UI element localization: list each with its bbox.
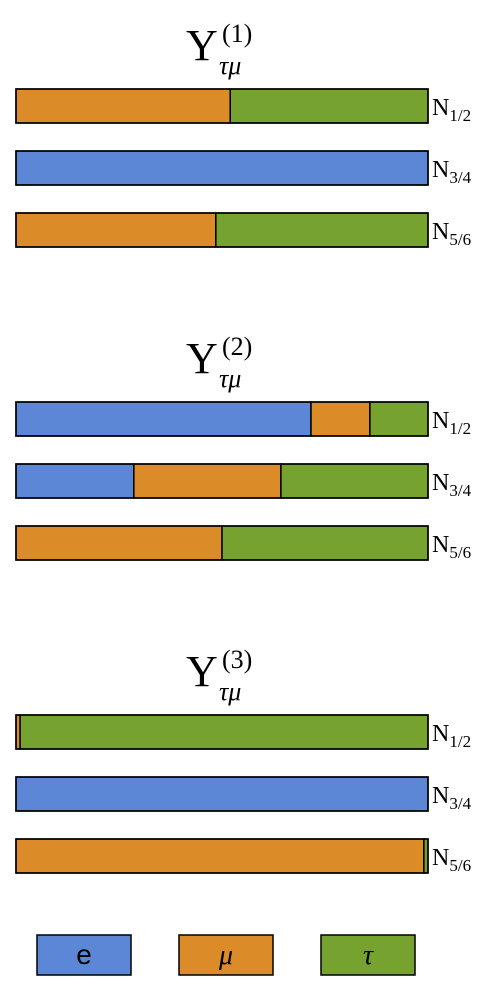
bar-segment [15, 838, 425, 874]
category-sub: 1/2 [449, 732, 471, 751]
category-sub: 3/4 [449, 168, 471, 187]
bar-segment [229, 88, 429, 124]
bar-segment [221, 525, 429, 561]
bar-segment [15, 150, 429, 186]
legend-label: μ [218, 940, 233, 971]
category-base: N [432, 219, 449, 245]
category-base: N [432, 532, 449, 558]
category-base: N [432, 783, 449, 809]
category-label: N3/4 [432, 157, 472, 187]
title-sub: τμ [219, 677, 241, 706]
category-sub: 3/4 [449, 481, 471, 500]
category-label: N3/4 [432, 783, 472, 813]
bar-segment [15, 88, 231, 124]
bar-frame [15, 150, 429, 186]
title-sub: τμ [219, 51, 241, 80]
title-sup: (2) [222, 332, 252, 361]
bar-segment [310, 401, 371, 437]
legend-label: τ [363, 940, 374, 971]
legend-label: e [76, 939, 92, 970]
legend-swatch [320, 934, 416, 976]
bar-frame [15, 525, 429, 561]
bar-segment [133, 463, 282, 499]
title-sup: (1) [222, 19, 252, 48]
category-label: N5/6 [432, 219, 471, 249]
category-sub: 3/4 [449, 794, 471, 813]
bar-frame [15, 88, 429, 124]
bar-segment [15, 776, 429, 812]
category-label: N5/6 [432, 845, 471, 875]
category-sub: 1/2 [449, 419, 471, 438]
bar-segment [280, 463, 429, 499]
category-sub: 5/6 [449, 856, 471, 875]
category-base: N [432, 95, 449, 121]
title-base: Y [186, 21, 218, 70]
bar-segment [15, 463, 135, 499]
category-sub: 5/6 [449, 543, 471, 562]
category-base: N [432, 470, 449, 496]
category-label: N3/4 [432, 470, 472, 500]
category-base: N [432, 408, 449, 434]
bar-frame [15, 714, 429, 750]
title-base: Y [186, 647, 218, 696]
category-sub: 5/6 [449, 230, 471, 249]
bar-segment [19, 714, 429, 750]
category-base: N [432, 157, 449, 183]
bar-frame [15, 463, 429, 499]
bar-segment [15, 525, 223, 561]
bar-frame [15, 401, 429, 437]
category-label: N5/6 [432, 532, 471, 562]
bar-segment [369, 401, 429, 437]
category-base: N [432, 721, 449, 747]
chart-title: Y (1) τμ [186, 19, 252, 80]
category-label: N1/2 [432, 408, 471, 438]
bar-segment [215, 212, 429, 248]
title-sub: τμ [219, 364, 241, 393]
title-sup: (3) [222, 645, 252, 674]
legend-swatch [36, 934, 132, 976]
bar-frame [15, 776, 429, 812]
category-sub: 1/2 [449, 106, 471, 125]
bar-segment [15, 212, 217, 248]
bar-frame [15, 838, 429, 874]
bar-frame [15, 212, 429, 248]
category-base: N [432, 845, 449, 871]
chart-title: Y (3) τμ [186, 645, 252, 706]
title-base: Y [186, 334, 218, 383]
legend-swatch [178, 934, 274, 976]
category-label: N1/2 [432, 721, 471, 751]
chart-title: Y (2) τμ [186, 332, 252, 393]
category-label: N1/2 [432, 95, 471, 125]
bar-segment [15, 401, 312, 437]
